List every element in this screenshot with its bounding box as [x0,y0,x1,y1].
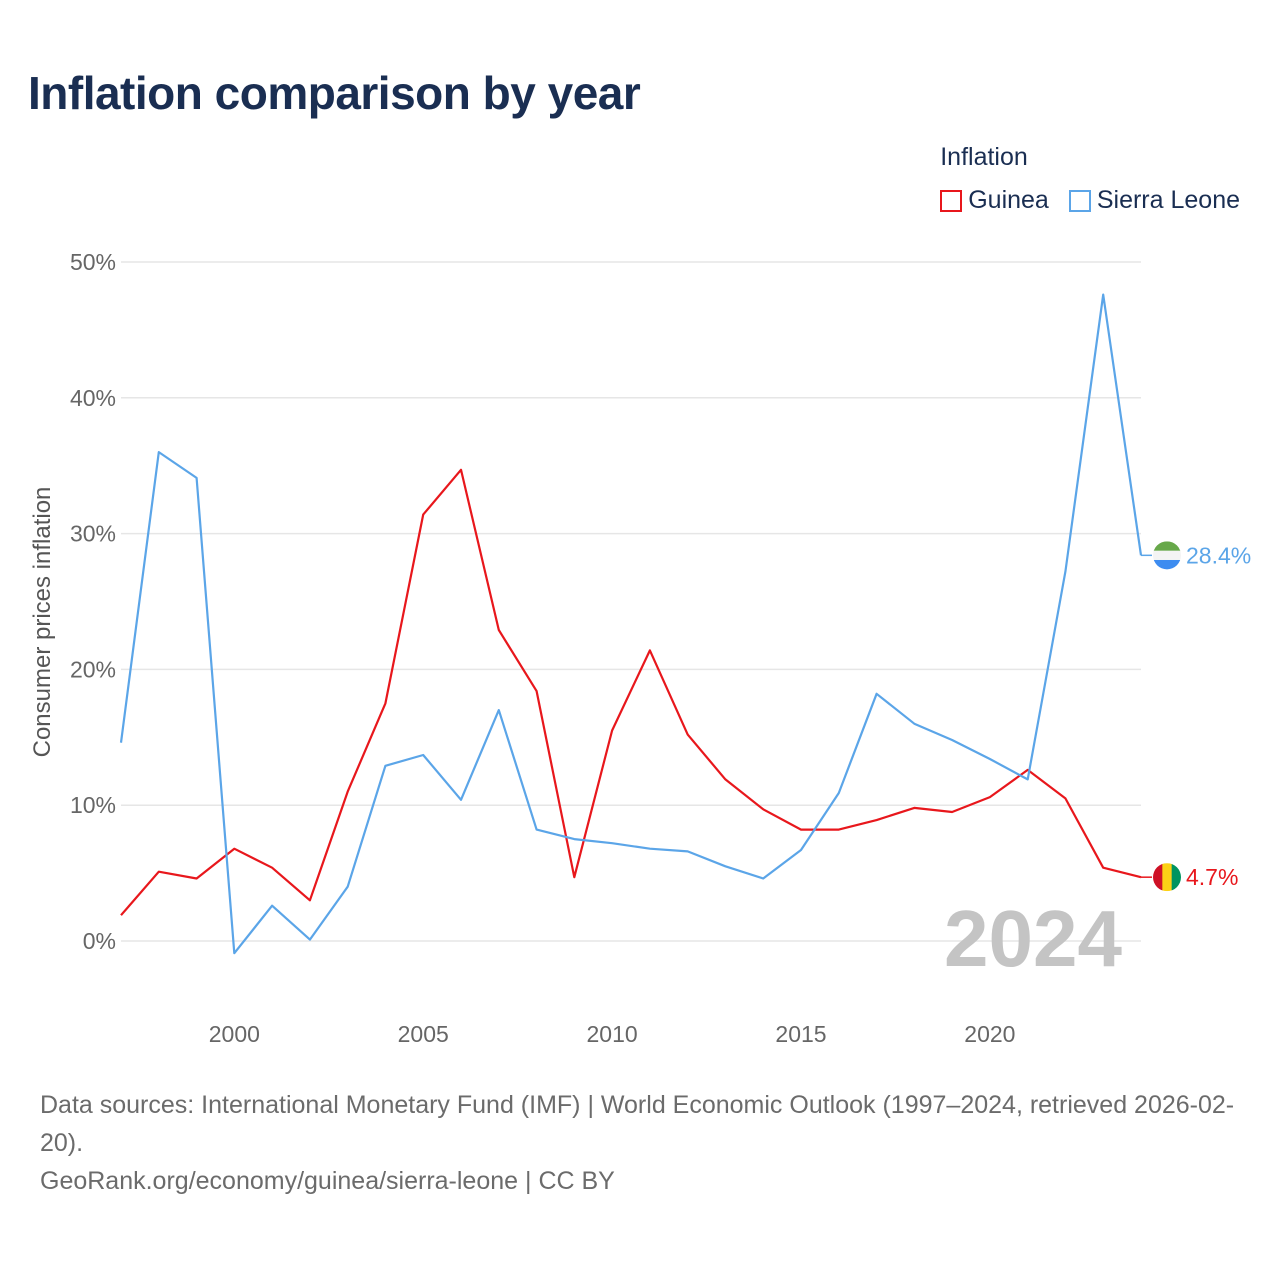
y-tick-label: 0% [83,928,116,954]
y-axis-label: Consumer prices inflation [29,487,56,758]
series-lines [121,295,1141,954]
y-tick-label: 40% [70,385,116,411]
year-watermark: 2024 [944,894,1122,983]
end-label-guinea: 4.7% [1186,864,1238,890]
end-markers: 4.7% 28.4% [1141,541,1251,891]
x-tick-label: 2000 [209,1021,260,1047]
flag-sierra-leone-icon [1153,541,1181,570]
y-tick-label: 50% [70,249,116,275]
flag-guinea-icon [1153,863,1182,891]
x-tick-label: 2005 [398,1021,449,1047]
data-sources: Data sources: International Monetary Fun… [40,1086,1250,1162]
source-credit[interactable]: GeoRank.org/economy/guinea/sierra-leone … [40,1162,1250,1200]
y-tick-label: 30% [70,521,116,547]
y-tick-label: 20% [70,656,116,682]
x-tick-label: 2020 [964,1021,1015,1047]
x-tick-label: 2015 [775,1021,826,1047]
end-label-sierra-leone: 28.4% [1186,542,1251,568]
gridlines [121,262,1141,941]
series-line-sierra-leone[interactable] [121,295,1141,954]
line-chart: 0% 10% 20% 30% 40% 50% 2000 2005 2010 2015 2020 C… [0,0,1280,1060]
series-line-guinea[interactable] [121,470,1141,915]
y-tick-label: 10% [70,792,116,818]
x-tick-label: 2010 [587,1021,638,1047]
y-tick-labels: 0% 10% 20% 30% 40% 50% [70,249,116,954]
x-tick-labels: 2000 2005 2010 2015 2020 [209,1021,1016,1047]
footer: Data sources: International Monetary Fun… [40,1086,1250,1200]
